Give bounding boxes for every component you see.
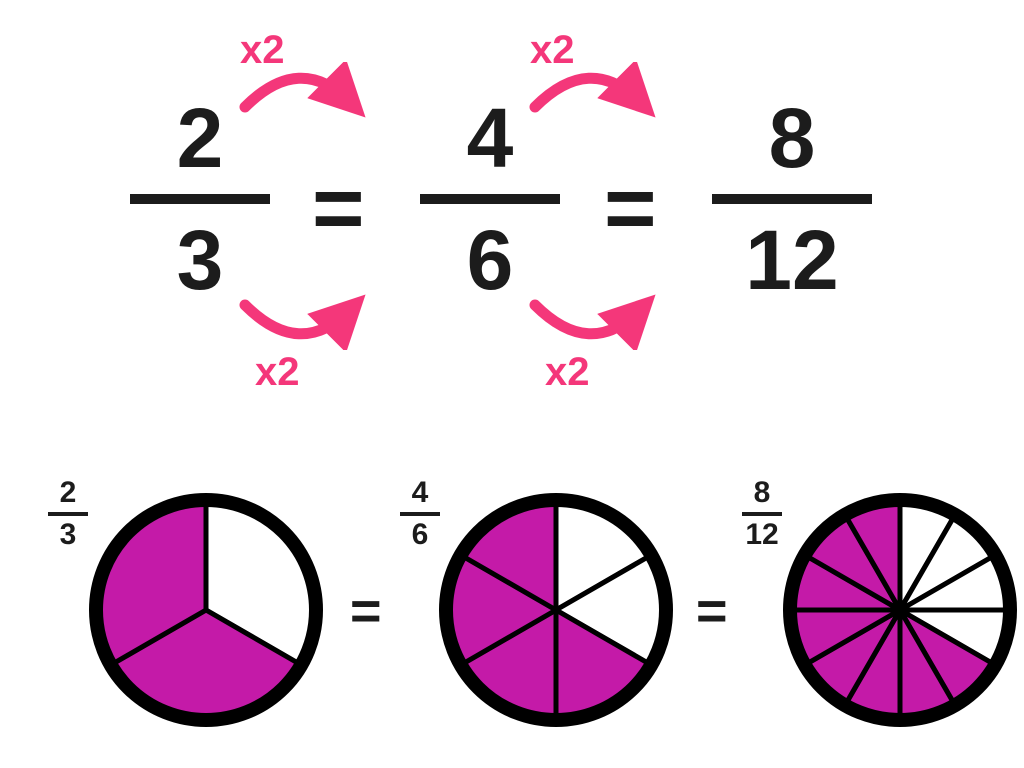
pie-1-label-den: 3 [60, 520, 77, 550]
arrow-top-1-icon [230, 62, 370, 132]
arrow-bottom-2-icon [520, 280, 660, 350]
fraction-bar [400, 512, 440, 516]
fraction-bar [420, 194, 560, 204]
fraction-2-numerator: 4 [467, 96, 514, 180]
fraction-bar [712, 194, 872, 204]
pie-3-label-num: 8 [754, 478, 771, 508]
pie-2-label-num: 4 [412, 478, 429, 508]
pie-2-label-den: 6 [412, 520, 429, 550]
multiplier-bottom-1-label: x2 [255, 350, 300, 395]
fraction-3: 8 12 [712, 96, 872, 302]
fraction-1-denominator: 3 [177, 218, 224, 302]
equals-sign-2: = [604, 158, 657, 261]
fraction-2-denominator: 6 [467, 218, 514, 302]
pie-1 [86, 490, 326, 730]
pie-equals-1: = [350, 580, 382, 642]
fraction-bar [742, 512, 782, 516]
pie-3-label: 8 12 [742, 478, 782, 550]
fraction-1-numerator: 2 [177, 96, 224, 180]
fraction-bar [48, 512, 88, 516]
fraction-3-denominator: 12 [745, 218, 838, 302]
pie-2 [436, 490, 676, 730]
fraction-3-numerator: 8 [769, 96, 816, 180]
pie-equals-2: = [696, 580, 728, 642]
pie-1-label-num: 2 [60, 478, 77, 508]
fraction-bar [130, 194, 270, 204]
arrow-bottom-1-icon [230, 280, 370, 350]
arrow-top-2-icon [520, 62, 660, 132]
pie-2-label: 4 6 [400, 478, 440, 550]
pie-3-label-den: 12 [745, 520, 778, 550]
equals-sign-1: = [312, 158, 365, 261]
pie-1-label: 2 3 [48, 478, 88, 550]
pie-3 [780, 490, 1020, 730]
multiplier-bottom-2-label: x2 [545, 350, 590, 395]
diagram-root: { "type": "infographic", "background_col… [0, 0, 1024, 768]
